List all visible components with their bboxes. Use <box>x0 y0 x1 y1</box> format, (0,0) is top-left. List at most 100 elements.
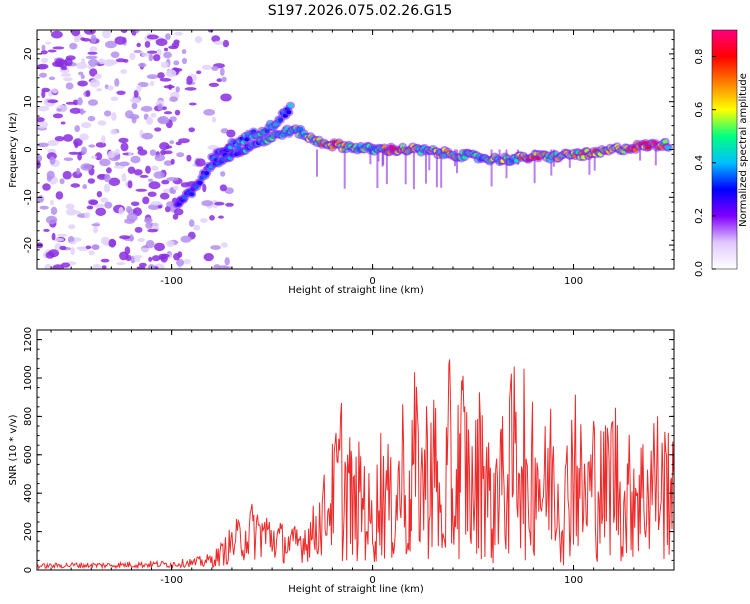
noise-blob <box>85 245 92 250</box>
noise-blob <box>37 142 49 148</box>
noise-blob <box>184 87 197 91</box>
y-tick-label: 600 <box>23 445 34 464</box>
noise-blob <box>115 58 126 63</box>
spectrogram-x-label: Height of straight line (km) <box>288 285 424 296</box>
noise-blob <box>59 245 67 251</box>
noise-blob <box>102 30 111 39</box>
noise-blob <box>134 226 143 233</box>
noise-blob <box>76 246 87 250</box>
noise-blob <box>47 99 59 104</box>
noise-blob <box>98 58 105 65</box>
track-streak <box>639 149 642 161</box>
noise-blob <box>126 213 138 222</box>
noise-blob <box>145 116 154 125</box>
noise-blob <box>114 78 120 87</box>
y-tick-label: -10 <box>23 189 34 205</box>
noise-blob <box>84 30 96 35</box>
snr-x-ticks: -100 0 100 <box>50 330 675 586</box>
noise-blob <box>70 183 81 188</box>
noise-blob <box>157 72 165 79</box>
noise-blob <box>144 40 151 48</box>
noise-blob <box>96 191 103 198</box>
noise-blob <box>213 40 224 45</box>
noise-blob <box>173 39 180 45</box>
upper-branch-point <box>286 110 292 115</box>
noise-blob <box>63 157 74 161</box>
noise-blob <box>226 129 236 138</box>
noise-blob <box>158 256 167 260</box>
noise-blob <box>174 31 183 36</box>
noise-blob <box>41 57 49 63</box>
noise-blob <box>73 138 83 147</box>
noise-blob <box>37 160 41 169</box>
noise-blob <box>127 180 133 189</box>
noise-blob <box>145 165 151 174</box>
noise-blob <box>118 137 129 143</box>
noise-blob <box>188 127 195 133</box>
signal-track-point <box>665 145 672 150</box>
noise-blob <box>89 78 101 88</box>
noise-blob <box>151 222 160 230</box>
noise-blob <box>56 108 62 112</box>
noise-blob <box>220 93 232 102</box>
noise-blob <box>55 191 64 200</box>
noise-blob <box>74 125 80 133</box>
noise-blob <box>130 155 141 164</box>
noise-blob <box>118 161 130 167</box>
noise-blob <box>110 128 117 135</box>
track-streak <box>533 149 536 184</box>
upper-branch-point <box>287 103 294 108</box>
colorbar-ticks: 0.0 0.2 0.4 0.6 0.8 <box>694 49 716 277</box>
noise-blob <box>100 236 110 245</box>
noise-blob <box>216 78 223 83</box>
colorbar-tick-label: 0.2 <box>694 208 705 224</box>
noise-blob <box>49 200 54 206</box>
noise-blob <box>37 105 50 112</box>
noise-blob <box>166 201 175 208</box>
noise-blob <box>173 60 180 66</box>
noise-blob <box>151 165 159 171</box>
noise-blob <box>68 151 80 155</box>
noise-blob <box>39 205 49 210</box>
noise-blob <box>115 161 120 166</box>
snr-series-line <box>37 359 674 570</box>
noise-blob <box>225 202 234 207</box>
noise-blob <box>48 76 56 81</box>
signal-track-point <box>197 180 203 185</box>
noise-blob <box>45 41 51 45</box>
track-streak <box>412 149 415 190</box>
x-tick-label: 0 <box>369 276 375 287</box>
noise-blob <box>161 179 170 185</box>
snr-y-ticks: 0 200 400 600 800 1000 1200 <box>23 327 674 573</box>
noise-blob <box>52 113 64 119</box>
noise-blob <box>116 90 126 96</box>
noise-blob <box>129 52 136 61</box>
noise-blob <box>47 49 57 53</box>
noise-blob <box>176 152 185 158</box>
noise-blob <box>59 178 65 185</box>
noise-blob <box>153 171 165 179</box>
spectrogram-y-ticks: -20 -10 0 10 20 <box>23 29 674 270</box>
noise-blob <box>120 69 128 75</box>
noise-blob <box>124 246 131 255</box>
track-streak <box>404 149 407 185</box>
noise-blob <box>53 237 64 242</box>
track-streak <box>440 149 443 188</box>
noise-blob <box>166 240 175 248</box>
noise-blob <box>78 71 84 76</box>
noise-blob <box>99 158 111 167</box>
noise-blob <box>163 111 173 115</box>
noise-blob <box>135 188 148 192</box>
noise-blob <box>157 116 170 125</box>
noise-blob <box>52 61 62 67</box>
noise-blob <box>45 251 55 259</box>
noise-blob <box>147 191 157 197</box>
track-streak <box>435 149 438 188</box>
noise-blob <box>120 30 128 33</box>
track-streak <box>552 149 555 167</box>
noise-blob <box>163 160 173 166</box>
noise-blob <box>163 85 175 89</box>
noise-blob <box>54 243 62 252</box>
noise-blob <box>196 70 202 75</box>
noise-blob <box>133 169 143 176</box>
